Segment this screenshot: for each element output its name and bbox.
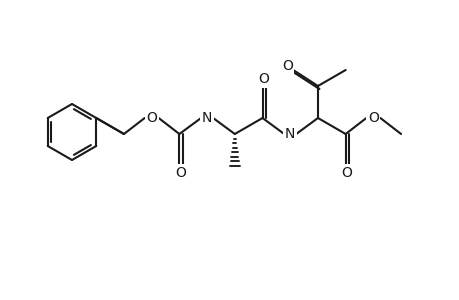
Text: O: O — [175, 166, 186, 180]
Text: O: O — [341, 166, 352, 180]
Text: N: N — [202, 111, 212, 125]
Text: O: O — [146, 111, 157, 125]
Text: O: O — [258, 72, 269, 86]
Text: O: O — [281, 59, 292, 73]
Text: N: N — [285, 127, 295, 141]
Text: O: O — [367, 111, 378, 125]
